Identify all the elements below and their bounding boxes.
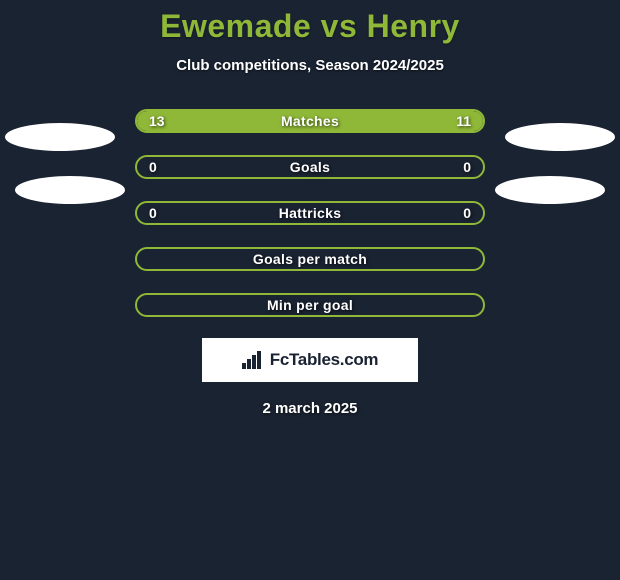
stat-value-left: 0 xyxy=(149,205,157,221)
stat-pill: 0 Goals 0 xyxy=(135,155,485,179)
player-photo-left-2 xyxy=(15,176,125,204)
comparison-card: Ewemade vs Henry Club competitions, Seas… xyxy=(0,0,620,417)
stat-row: Min per goal xyxy=(135,282,485,328)
stat-value-left: 13 xyxy=(149,113,165,129)
page-subtitle: Club competitions, Season 2024/2025 xyxy=(176,57,444,74)
stat-pill: 0 Hattricks 0 xyxy=(135,201,485,225)
stat-row: Goals per match xyxy=(135,236,485,282)
stat-row: 13 Matches 11 xyxy=(135,98,485,144)
stat-value-right: 11 xyxy=(456,113,471,129)
player-photo-right-1 xyxy=(505,123,615,151)
player-photo-right-2 xyxy=(495,176,605,204)
stat-row: 0 Hattricks 0 xyxy=(135,190,485,236)
player-photo-left-1 xyxy=(5,123,115,151)
stat-label: Goals per match xyxy=(253,251,367,267)
stat-label: Matches xyxy=(281,113,339,129)
stat-pill: Min per goal xyxy=(135,293,485,317)
page-title: Ewemade vs Henry xyxy=(160,8,460,45)
logo-text: FcTables.com xyxy=(270,350,379,370)
bars-icon xyxy=(242,351,264,369)
stat-label: Hattricks xyxy=(279,205,342,221)
stat-label: Min per goal xyxy=(267,297,353,313)
date-label: 2 march 2025 xyxy=(262,400,357,417)
source-logo: FcTables.com xyxy=(202,338,418,382)
stat-pill: Goals per match xyxy=(135,247,485,271)
stat-value-left: 0 xyxy=(149,159,157,175)
stat-row: 0 Goals 0 xyxy=(135,144,485,190)
stats-list: 13 Matches 11 0 Goals 0 0 Hattricks 0 Goals per m… xyxy=(135,98,485,328)
stat-value-right: 0 xyxy=(463,205,471,221)
stat-pill: 13 Matches 11 xyxy=(135,109,485,133)
stat-value-right: 0 xyxy=(463,159,471,175)
stat-label: Goals xyxy=(290,159,330,175)
